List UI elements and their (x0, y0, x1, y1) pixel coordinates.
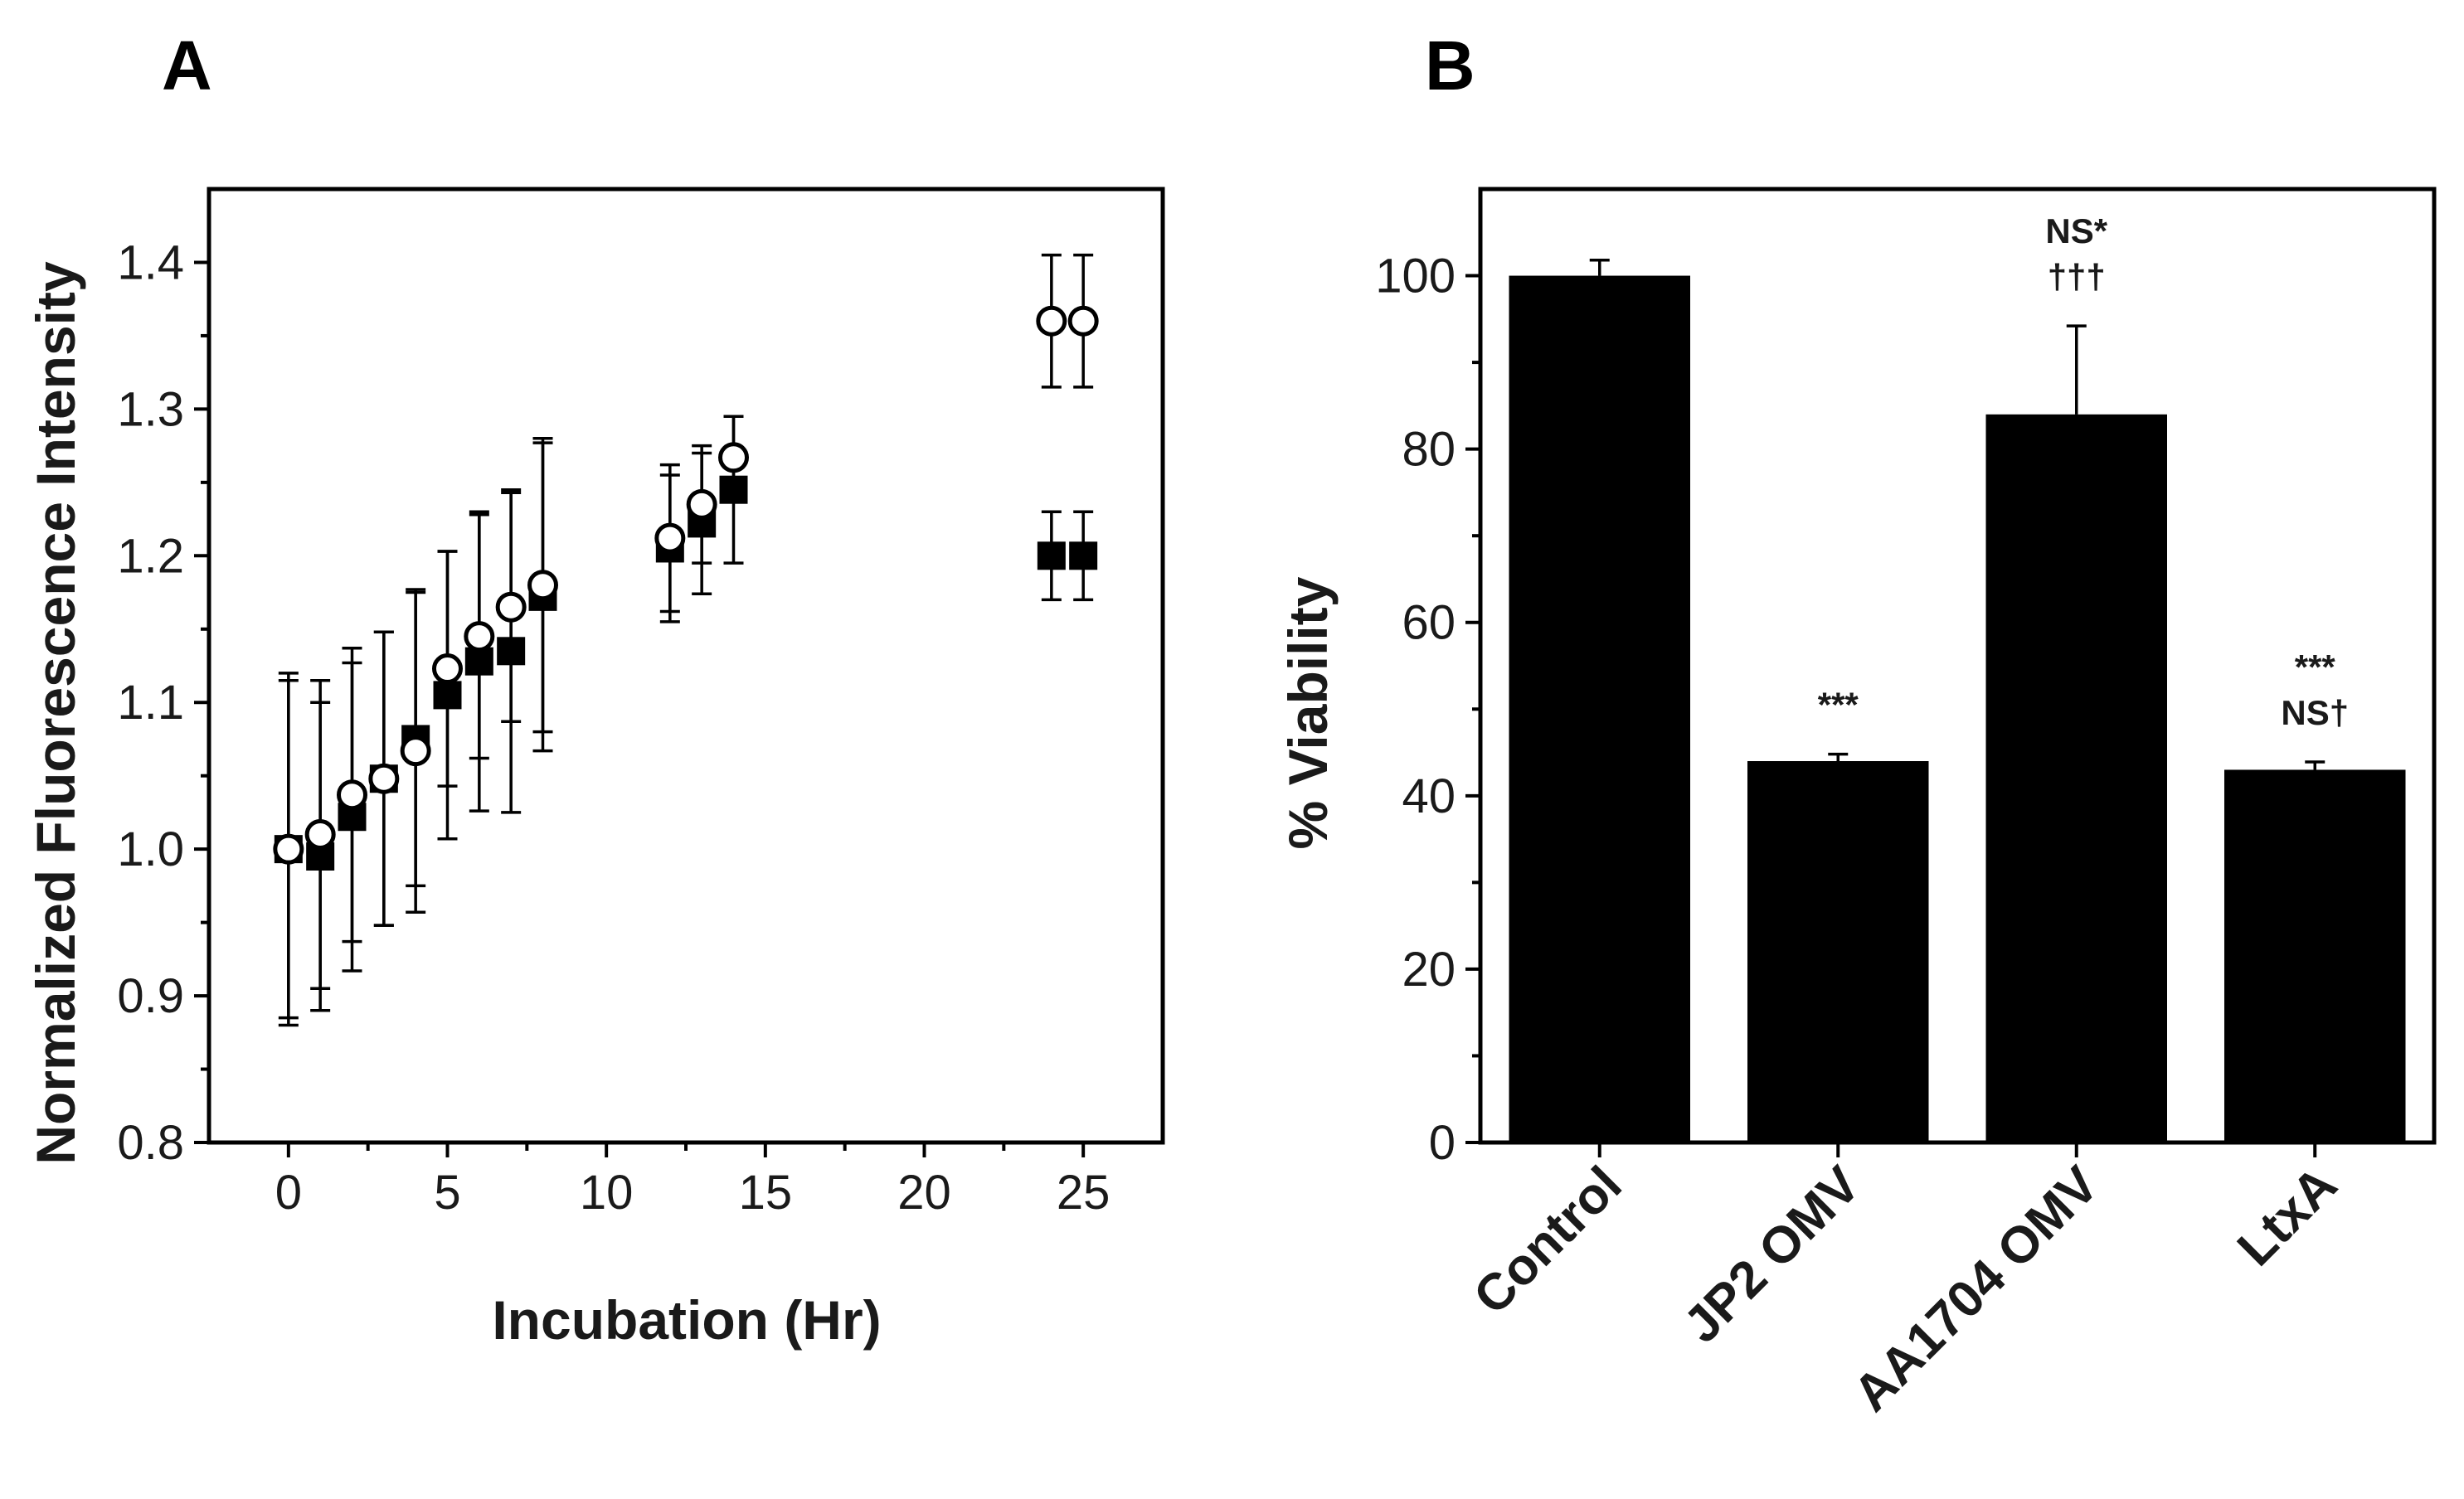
panel-a-y-ticks: 0.8 0.9 1.0 1.1 1.2 1.3 1.4 (117, 235, 209, 1170)
data-point-circle (495, 591, 527, 623)
panel-a-y-axis-title: Normalized Fluorescence Intensity (25, 261, 86, 1165)
panel-b-y-tick-label: 60 (1402, 596, 1456, 650)
panel-b-significance-annotations: *** NS* ††† *** NS† (1818, 211, 2349, 732)
panel-a-y-tick-label: 0.8 (117, 1116, 184, 1170)
category-label: Control (1463, 1156, 1633, 1326)
data-point-circle (1067, 305, 1099, 337)
data-point-circle (304, 818, 336, 850)
significance-annotation: NS† (2281, 693, 2349, 732)
panel-b-y-axis-title: % Viability (1277, 576, 1339, 849)
bar-aa1704-omv (1985, 414, 2167, 1142)
panel-a-series (273, 253, 1099, 1027)
series-open-circles (273, 253, 1099, 1027)
panel-a-y-tick-label: 1.4 (117, 235, 184, 289)
panel-a: A Normalized Fluorescence Intensity Incu… (25, 27, 1165, 1351)
data-point-circle (273, 833, 304, 865)
panel-a-y-tick-label: 1.0 (117, 822, 184, 876)
panel-a-x-ticks: 0 5 10 15 20 25 (275, 1142, 1111, 1220)
panel-b-y-tick-label: 20 (1402, 943, 1456, 997)
category-label: LtxA (2227, 1156, 2348, 1277)
bar-ltxa (2224, 769, 2406, 1142)
bar-jp2-omv (1747, 761, 1929, 1142)
data-point-square (1037, 541, 1066, 570)
data-point-circle (1036, 305, 1067, 337)
panel-a-x-tick-label: 15 (739, 1166, 793, 1220)
series-filled-squares (274, 415, 1098, 1020)
panel-b-y-tick-label: 40 (1402, 769, 1456, 823)
significance-annotation: ††† (2048, 257, 2106, 296)
panel-b-y-tick-label: 100 (1375, 250, 1456, 303)
data-point-circle (686, 488, 717, 520)
significance-annotation: *** (2295, 648, 2336, 686)
bar-control (1509, 275, 1690, 1143)
panel-b-bars (1509, 258, 2406, 1143)
panel-a-y-tick-label: 0.9 (117, 969, 184, 1023)
panel-b-y-tick-label: 80 (1402, 423, 1456, 477)
panel-a-label: A (162, 27, 212, 104)
panel-a-x-tick-label: 20 (897, 1166, 951, 1220)
data-point-circle (400, 735, 431, 767)
panel-b-y-ticks: 0 20 40 60 80 100 (1375, 250, 1480, 1170)
data-point-circle (337, 779, 367, 811)
significance-annotation: *** (1818, 686, 1859, 725)
panel-a-x-tick-label: 10 (580, 1166, 634, 1220)
data-point-circle (718, 442, 749, 473)
data-point-circle (432, 653, 463, 685)
panel-b-label: B (1425, 27, 1475, 104)
data-point-circle (527, 570, 558, 601)
data-point-circle (464, 621, 495, 652)
category-label: JP2 OMV (1673, 1156, 1871, 1354)
significance-annotation: NS* (2045, 211, 2107, 250)
data-point-square (1069, 541, 1098, 570)
panel-a-y-tick-label: 1.1 (117, 676, 184, 730)
panel-b-y-tick-label: 0 (1429, 1116, 1456, 1170)
panel-a-y-tick-label: 1.3 (117, 382, 184, 436)
panel-a-x-tick-label: 5 (434, 1166, 460, 1220)
data-point-circle (654, 522, 686, 554)
panel-b: B % Viability 0 20 40 60 80 100 Control JP2 OM… (1277, 27, 2437, 1423)
panel-a-x-tick-label: 25 (1057, 1166, 1111, 1220)
category-label: AA1704 OMV (1843, 1156, 2110, 1423)
panel-b-plot-frame (1478, 187, 2437, 1145)
panel-a-x-axis-title: Incubation (Hr) (492, 1289, 881, 1351)
data-point-circle (368, 763, 400, 794)
panel-a-x-tick-label: 0 (275, 1166, 302, 1220)
panel-a-y-tick-label: 1.2 (117, 529, 184, 583)
